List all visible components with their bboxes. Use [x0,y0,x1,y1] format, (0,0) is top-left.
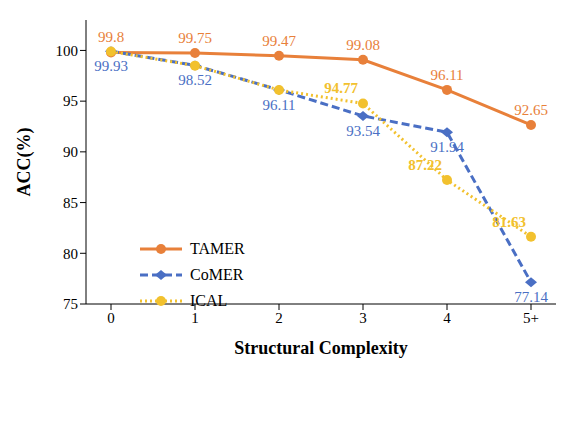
svg-text:87.22: 87.22 [408,157,442,173]
svg-text:99.08: 99.08 [346,37,380,53]
svg-text:91.94: 91.94 [430,139,464,155]
svg-text:99.75: 99.75 [178,30,212,46]
svg-text:3: 3 [359,310,367,326]
svg-text:90: 90 [63,144,78,160]
svg-text:77.14: 77.14 [514,289,548,305]
svg-text:2: 2 [275,310,283,326]
svg-text:85: 85 [63,195,78,211]
svg-text:96.11: 96.11 [430,67,463,83]
svg-text:99.8: 99.8 [98,29,124,45]
svg-text:4: 4 [443,310,451,326]
svg-text:1: 1 [191,310,199,326]
svg-text:92.65: 92.65 [514,102,548,118]
svg-text:99.47: 99.47 [262,33,296,49]
svg-text:99.93: 99.93 [94,58,128,74]
html-text:TAMER: TAMER [190,240,245,257]
svg-text:96.11: 96.11 [262,97,295,113]
svg-text:5+: 5+ [523,310,539,326]
svg-text:0: 0 [107,310,115,326]
svg-text:98.52: 98.52 [178,72,212,88]
html-text:ICAL: ICAL [190,292,228,309]
svg-text:75: 75 [63,296,78,312]
svg-text:95: 95 [63,93,78,109]
html-text:CoMER: CoMER [190,266,244,283]
svg-text:100: 100 [56,43,79,59]
svg-text:94.77: 94.77 [324,80,358,96]
svg-text:Structural Complexity: Structural Complexity [234,338,407,358]
svg-text:81.63: 81.63 [492,214,526,230]
svg-text:80: 80 [63,246,78,262]
svg-text:ACC(%): ACC(%) [14,128,35,197]
svg-text:93.54: 93.54 [346,123,380,139]
